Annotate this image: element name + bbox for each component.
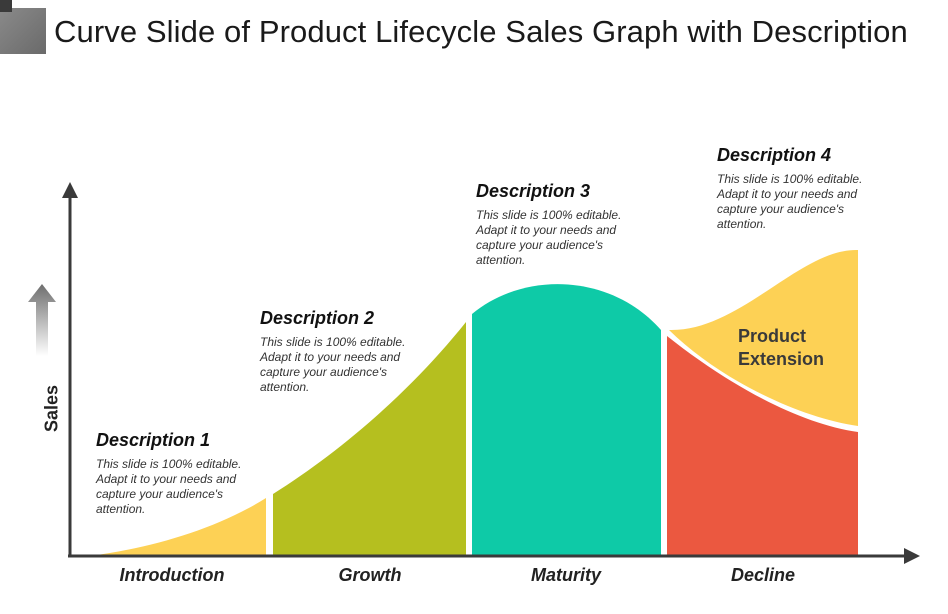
description-2-body: This slide is 100% editable. Adapt it to… [260,335,430,395]
stage-label-growth: Growth [338,565,402,585]
description-3-body: This slide is 100% editable. Adapt it to… [476,208,646,268]
description-1-line-4: attention. [96,502,146,516]
stage-label-introduction: Introduction [119,565,225,585]
stage-maturity-area [472,284,661,556]
description-1-heading: Description 1 [96,430,211,450]
description-2: Description 2 This slide is 100% editabl… [260,308,450,395]
description-3-heading: Description 3 [476,181,591,201]
stage-introduction-area [90,498,266,556]
product-extension-label: Product Extension [738,325,824,371]
description-4-body: This slide is 100% editable. Adapt it to… [717,172,887,232]
description-1-body: This slide is 100% editable. Adapt it to… [96,457,266,517]
product-extension-line2: Extension [738,349,825,369]
description-2-line-3: capture your audience's [260,365,388,379]
description-4: Description 4 This slide is 100% editabl… [717,145,907,232]
description-4-line-3: capture your audience's [717,202,845,216]
description-4-line-2: Adapt it to your needs and [717,187,858,201]
description-2-line-4: attention. [260,380,310,394]
y-axis-arrowhead [62,182,78,198]
description-1-line-3: capture your audience's [96,487,224,501]
description-2-line-2: Adapt it to your needs and [260,350,401,364]
description-1: Description 1 This slide is 100% editabl… [96,430,286,517]
product-extension-line1: Product [738,326,807,346]
sales-up-arrow-icon [28,284,56,356]
description-2-line-1: This slide is 100% editable. [260,335,406,349]
y-axis-label: Sales [41,384,62,433]
slide-title: Curve Slide of Product Lifecycle Sales G… [54,14,908,49]
description-3: Description 3 This slide is 100% editabl… [476,181,666,268]
description-4-line-4: attention. [717,217,767,231]
stage-label-maturity: Maturity [530,565,602,585]
stage-label-decline: Decline [730,565,796,585]
description-3-line-2: Adapt it to your needs and [476,223,617,237]
description-3-line-3: capture your audience's [476,238,604,252]
title-icon-corner [0,0,12,12]
description-4-heading: Description 4 [717,145,832,165]
stage-growth-area [273,322,466,556]
product-extension-area [669,249,858,426]
description-3-line-4: attention. [476,253,526,267]
description-1-line-2: Adapt it to your needs and [96,472,237,486]
description-4-line-1: This slide is 100% editable. [717,172,863,186]
description-2-heading: Description 2 [260,308,375,328]
title-icon [0,8,46,54]
description-3-line-1: This slide is 100% editable. [476,208,622,222]
description-1-line-1: This slide is 100% editable. [96,457,242,471]
stage-decline-area [667,336,858,556]
x-axis-arrowhead [904,548,920,564]
